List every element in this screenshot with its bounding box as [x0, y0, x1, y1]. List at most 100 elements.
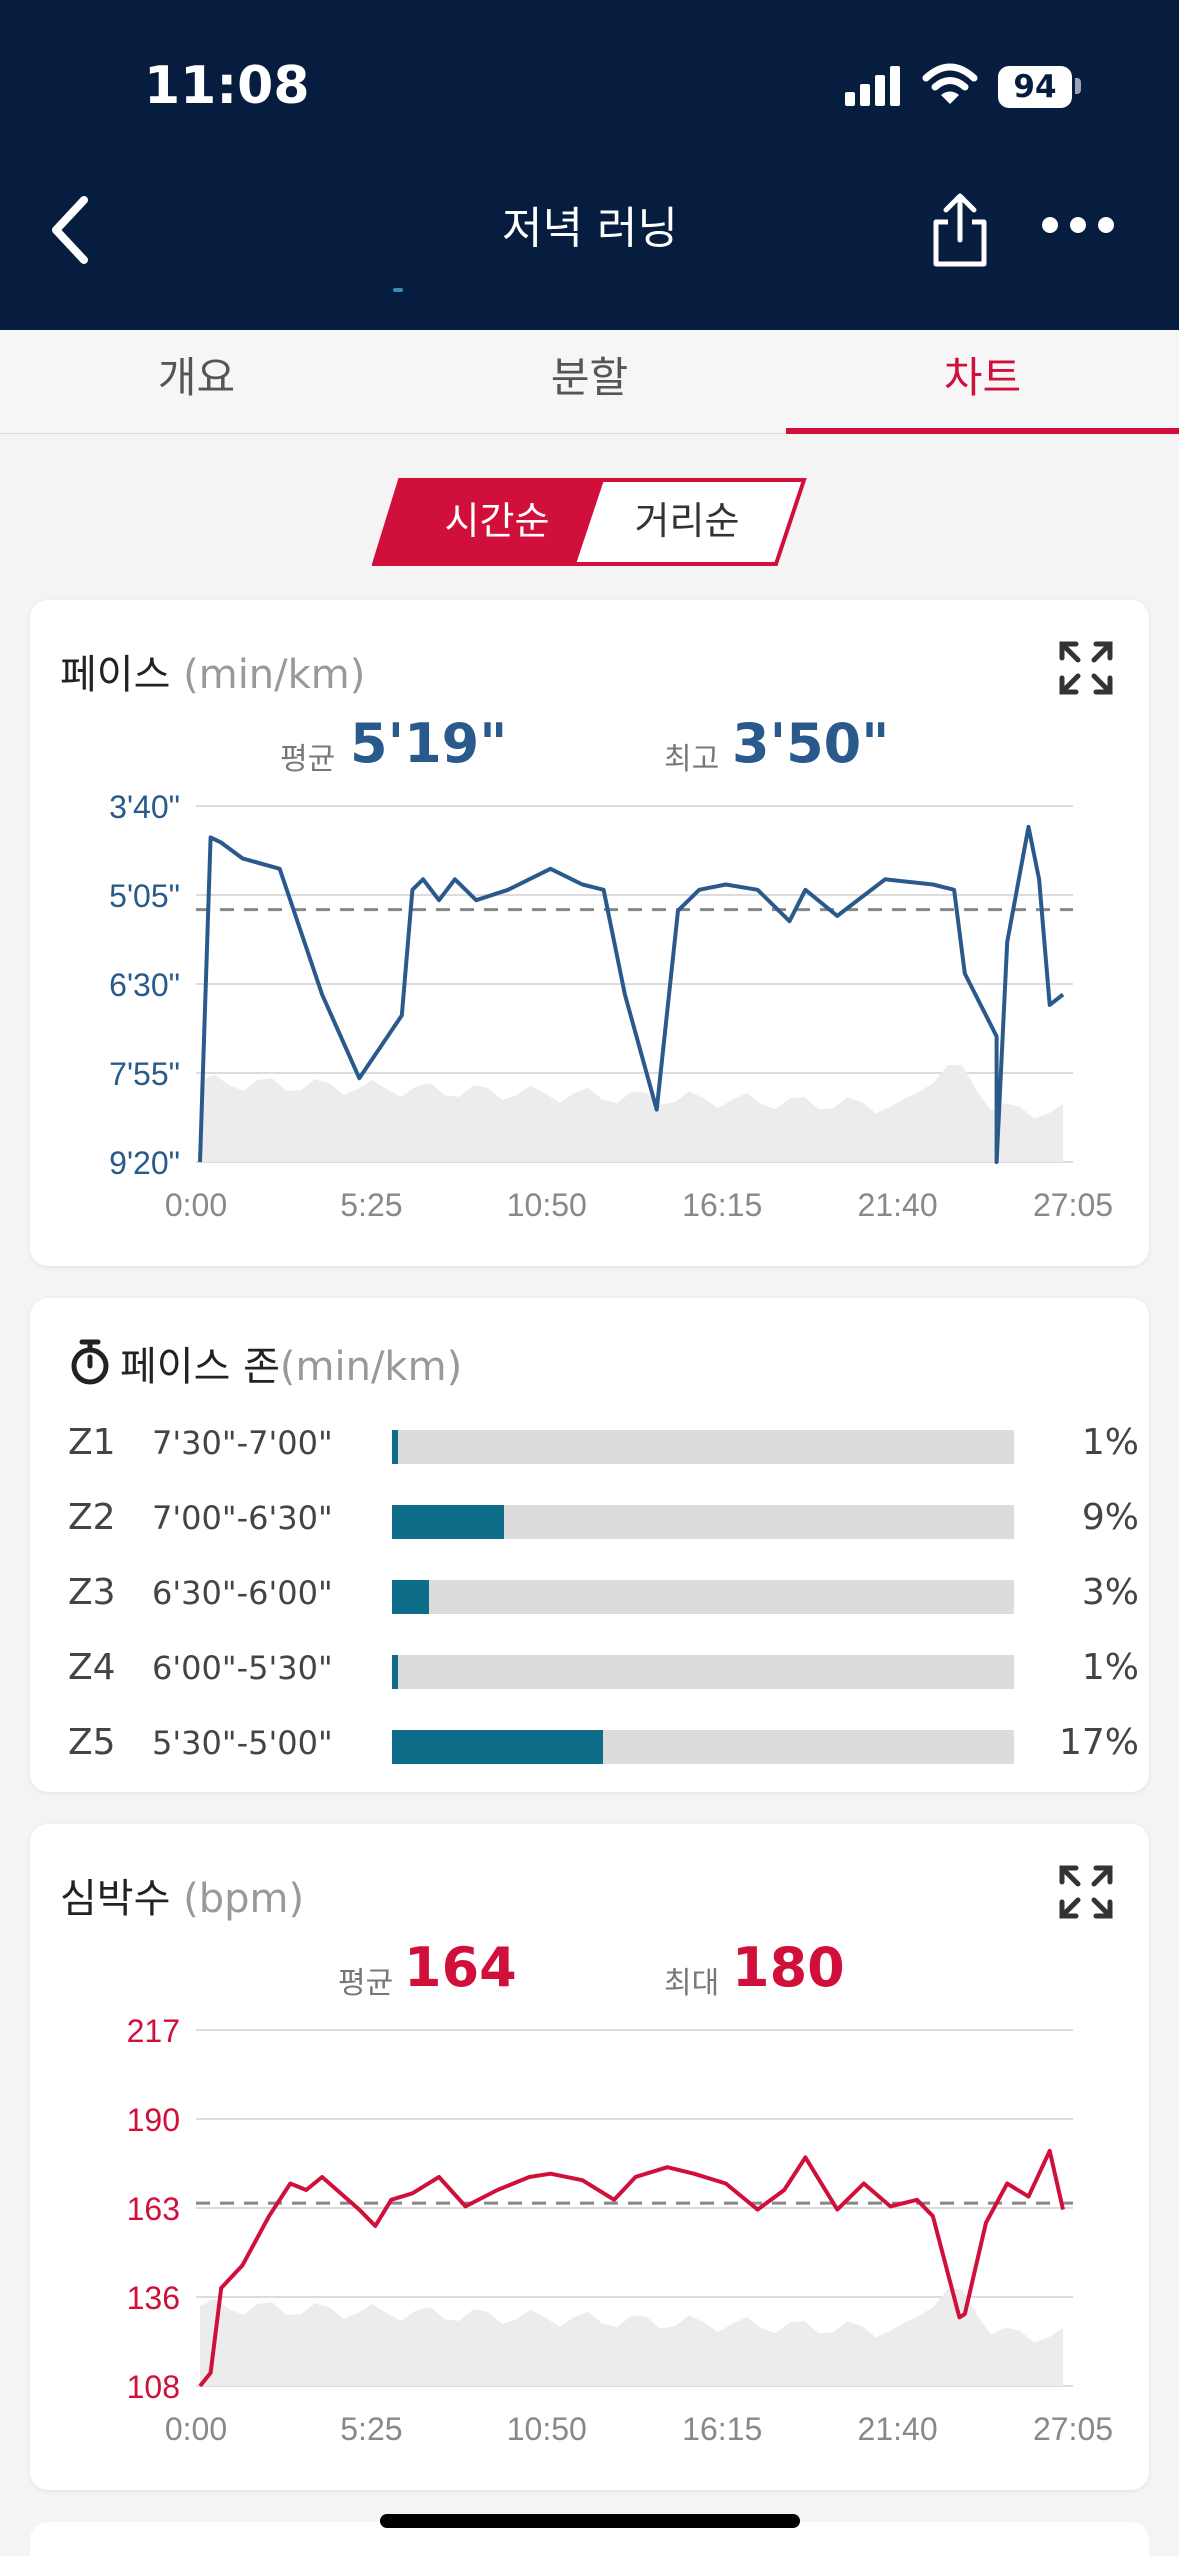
x-tick-label: 5:25 — [340, 2411, 402, 2447]
zone-percent: 9% — [1081, 1497, 1139, 1538]
tab-bar: 개요 분할 차트 — [0, 330, 1179, 434]
zone-bar-fill — [392, 1655, 398, 1689]
battery-tip — [1075, 78, 1081, 94]
pace-zones-card: 페이스 존(min/km) Z1 7'30"-7'00" 1% Z2 7'00"… — [30, 1298, 1149, 1792]
pace-title: 페이스 (min/km) — [60, 642, 365, 700]
x-tick-label: 10:50 — [507, 2411, 587, 2447]
zone-range: 5'30"-5'00" — [152, 1724, 333, 1762]
pace-avg-value: 5'19" — [350, 712, 508, 775]
zone-bar-track — [392, 1580, 1014, 1614]
y-tick-label: 190 — [127, 2102, 180, 2138]
expand-icon[interactable] — [1058, 640, 1114, 696]
zone-bar-track — [392, 1430, 1014, 1464]
x-tick-label: 16:15 — [682, 1187, 762, 1223]
y-tick-label: 7'55" — [109, 1056, 180, 1092]
sort-toggle: 시간순 거리순 — [372, 478, 808, 566]
pace-best-label: 최고 — [664, 742, 720, 777]
more-options-icon[interactable] — [1040, 205, 1116, 245]
hr-unit: (bpm) — [183, 1876, 305, 1922]
series-line — [198, 824, 1065, 1164]
zone-range: 7'30"-7'00" — [152, 1424, 333, 1462]
zones-title: 페이스 존(min/km) — [120, 1334, 462, 1392]
status-time: 11:08 — [144, 56, 310, 116]
zone-id: Z1 — [68, 1422, 116, 1463]
back-arrow-icon[interactable] — [44, 190, 104, 270]
tab-overview[interactable]: 개요 — [157, 353, 236, 402]
signal-icon — [845, 66, 900, 106]
series-line — [198, 2148, 1065, 2388]
x-tick-label: 0:00 — [165, 1187, 227, 1223]
zone-bar-track — [392, 1730, 1014, 1764]
zone-row: Z2 7'00"-6'30" 9% — [30, 1489, 1149, 1549]
y-tick-label: 136 — [127, 2280, 180, 2316]
zone-row: Z3 6'30"-6'00" 3% — [30, 1564, 1149, 1624]
x-tick-label: 0:00 — [165, 2411, 227, 2447]
zone-range: 6'00"-5'30" — [152, 1649, 333, 1687]
active-tab-underline — [786, 428, 1179, 434]
hr-avg-label: 평균 — [338, 1966, 394, 2001]
x-tick-label: 5:25 — [340, 1187, 402, 1223]
y-tick-label: 108 — [127, 2369, 180, 2405]
x-tick-label: 21:40 — [858, 2411, 938, 2447]
zone-percent: 1% — [1081, 1422, 1139, 1463]
zone-row: Z5 5'30"-5'00" 17% — [30, 1714, 1149, 1774]
battery-level: 94 — [998, 66, 1072, 108]
zone-range: 6'30"-6'00" — [152, 1574, 333, 1612]
hr-title: 심박수 (bpm) — [60, 1866, 304, 1924]
heart-rate-card: 심박수 (bpm) 평균 164 최대 180 217 190 163 136 108 0… — [30, 1824, 1149, 2490]
share-icon[interactable] — [930, 190, 990, 270]
zone-bar-fill — [392, 1430, 398, 1464]
zones-title-text: 페이스 존 — [120, 1344, 280, 1390]
background-area — [200, 2288, 1063, 2386]
zone-percent: 1% — [1081, 1647, 1139, 1688]
x-tick-label: 10:50 — [507, 1187, 587, 1223]
home-indicator — [380, 2514, 800, 2528]
x-tick-label: 21:40 — [858, 1187, 938, 1223]
y-tick-label: 9'20" — [109, 1145, 180, 1181]
x-tick-label: 16:15 — [682, 2411, 762, 2447]
nav-indicator — [393, 288, 403, 292]
zone-percent: 17% — [1058, 1722, 1139, 1763]
hr-avg-value: 164 — [404, 1936, 517, 1999]
y-tick-label: 6'30" — [109, 967, 180, 1003]
hr-title-text: 심박수 — [60, 1876, 171, 1922]
sort-by-distance-button[interactable]: 거리순 — [634, 499, 740, 543]
page-title: 저녁 러닝 — [502, 203, 678, 254]
zone-bar-track — [392, 1505, 1014, 1539]
status-bar: 11:08 94 — [0, 0, 1179, 160]
zones-unit: (min/km) — [279, 1344, 463, 1390]
hr-max-label: 최대 — [664, 1966, 720, 2001]
zone-id: Z5 — [68, 1722, 116, 1763]
tab-charts[interactable]: 차트 — [943, 353, 1022, 402]
zone-id: Z4 — [68, 1647, 116, 1688]
zone-row: Z1 7'30"-7'00" 1% — [30, 1414, 1149, 1474]
y-tick-label: 3'40" — [109, 789, 180, 825]
zone-id: Z2 — [68, 1497, 116, 1538]
y-tick-label: 217 — [127, 2013, 180, 2049]
hr-max-value: 180 — [732, 1936, 845, 1999]
wifi-icon — [922, 63, 978, 104]
x-tick-label: 27:05 — [1033, 2411, 1113, 2447]
sort-toggle-shape — [372, 478, 807, 566]
zone-id: Z3 — [68, 1572, 116, 1613]
background-area — [200, 1064, 1063, 1162]
stopwatch-icon — [71, 1339, 109, 1385]
x-tick-label: 27:05 — [1033, 1187, 1113, 1223]
zone-bar-fill — [392, 1505, 504, 1539]
pace-title-text: 페이스 — [60, 652, 171, 698]
sort-by-time-button[interactable]: 시간순 — [444, 499, 550, 543]
zone-bar-track — [392, 1655, 1014, 1689]
pace-unit: (min/km) — [183, 652, 366, 698]
pace-card: 페이스 (min/km) 평균 5'19" 최고 3'50" 3'40" 5'05… — [30, 600, 1149, 1266]
expand-icon[interactable] — [1058, 1864, 1114, 1920]
zone-bar-fill — [392, 1730, 604, 1764]
pace-avg-label: 평균 — [280, 742, 336, 777]
y-tick-label: 5'05" — [109, 878, 180, 914]
zone-row: Z4 6'00"-5'30" 1% — [30, 1639, 1149, 1699]
y-tick-label: 163 — [127, 2191, 180, 2227]
zone-percent: 3% — [1081, 1572, 1139, 1613]
tab-splits[interactable]: 분할 — [550, 353, 629, 402]
pace-best-value: 3'50" — [732, 712, 890, 775]
zone-range: 7'00"-6'30" — [152, 1499, 333, 1537]
zone-bar-fill — [392, 1580, 430, 1614]
